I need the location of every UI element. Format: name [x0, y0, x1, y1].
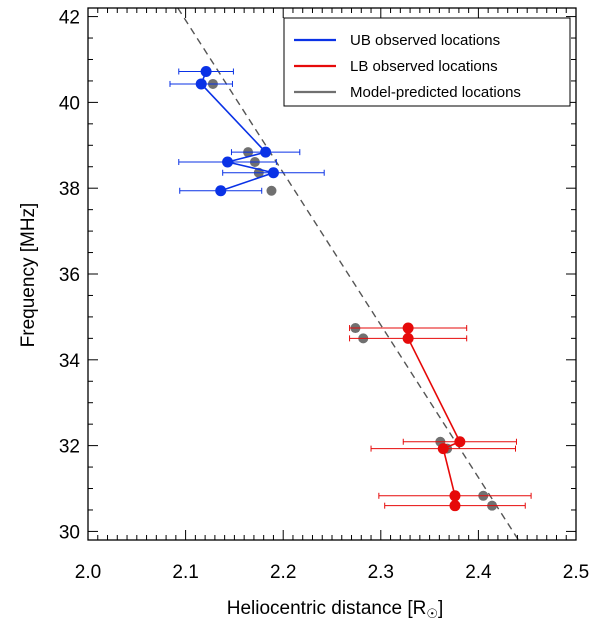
plot-area [169, 7, 532, 541]
ub-point [260, 146, 272, 158]
lb-point [449, 500, 461, 512]
legend-label-lb: LB observed locations [350, 58, 498, 75]
y-tick-label: 40 [59, 93, 80, 114]
ub-point [267, 167, 279, 179]
model-point [266, 185, 277, 196]
ub-point [222, 156, 234, 168]
x-axis-title-subscript: ☉ [426, 606, 438, 621]
legend-item-ub: UB observed locations [294, 32, 500, 49]
y-tick-label: 30 [59, 522, 80, 543]
x-axis-title-close: ] [438, 598, 443, 619]
lb-connecting-line [407, 328, 461, 506]
ub-point [200, 65, 212, 77]
legend: UB observed locations LB observed locatio… [283, 17, 571, 107]
legend-label-ub: UB observed locations [350, 32, 500, 49]
lb-point [402, 332, 414, 344]
lb-point [437, 443, 449, 455]
x-tick-label: 2.4 [465, 562, 492, 583]
y-tick-label: 38 [59, 179, 80, 200]
x-tick-label: 2.3 [368, 562, 394, 583]
ub-point [215, 185, 227, 197]
x-tick-label: 2.0 [75, 562, 101, 583]
y-axis-title: Frequency [MHz] [18, 203, 39, 348]
y-tick-label: 42 [59, 8, 80, 29]
x-axis-title: Heliocentric distance [R☉] [227, 598, 444, 621]
model-fit-line [177, 7, 520, 541]
x-tick-label: 2.2 [270, 562, 296, 583]
y-tick-label: 32 [59, 437, 80, 458]
lb-point [454, 436, 466, 448]
lb-point [449, 490, 461, 502]
y-tick-label: 34 [59, 351, 81, 372]
legend-label-model: Model-predicted locations [350, 84, 521, 101]
model-series [207, 78, 498, 511]
axes: 2.0 2.1 2.2 2.3 2.4 2.5 30 32 34 36 38 40 42 [59, 7, 589, 583]
lb-point [402, 322, 414, 334]
x-axis-title-main: Heliocentric distance [R [227, 598, 427, 619]
y-tick-label: 36 [59, 265, 80, 286]
lb-series [349, 322, 532, 512]
legend-item-lb: LB observed locations [294, 58, 498, 75]
x-tick-label: 2.1 [172, 562, 198, 583]
ub-series [169, 65, 325, 197]
x-tick-label: 2.5 [563, 562, 589, 583]
ub-point [195, 78, 207, 90]
legend-item-model: Model-predicted locations [294, 84, 521, 101]
